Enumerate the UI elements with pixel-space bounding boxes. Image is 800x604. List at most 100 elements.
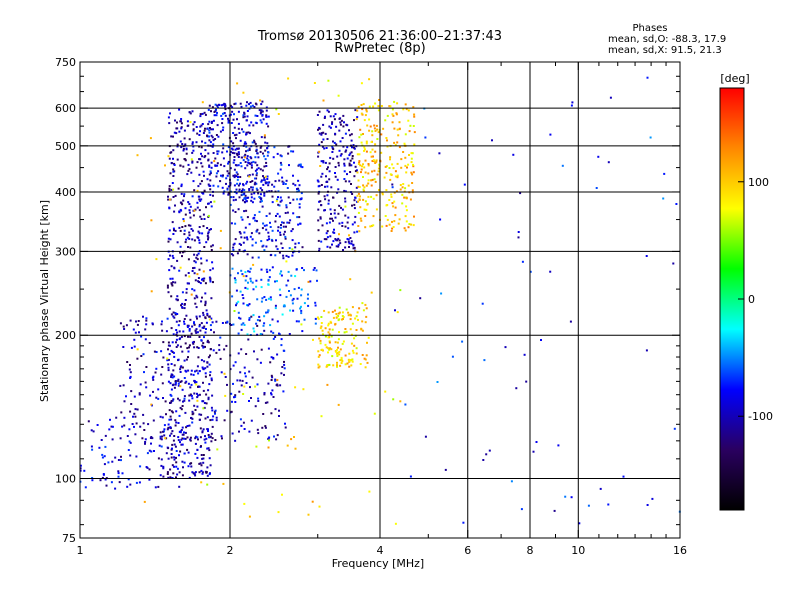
data-point (216, 111, 218, 114)
data-point (330, 335, 333, 338)
data-point (409, 124, 412, 127)
data-point (255, 122, 258, 125)
data-point (364, 159, 367, 162)
data-point (248, 303, 251, 306)
data-point (144, 328, 147, 331)
data-point (313, 82, 316, 84)
data-point (254, 181, 257, 184)
data-point (299, 163, 302, 166)
data-point (180, 365, 183, 368)
data-point (242, 275, 245, 278)
data-point (265, 115, 268, 118)
data-point (382, 127, 385, 130)
data-point (288, 221, 291, 224)
data-point (404, 164, 407, 167)
data-point (217, 170, 220, 173)
data-point (251, 186, 254, 189)
data-point (251, 173, 254, 176)
data-point (243, 192, 246, 195)
data-point (151, 376, 154, 379)
data-point (179, 450, 182, 453)
data-point (204, 113, 207, 116)
data-point (183, 377, 186, 379)
data-point (263, 315, 266, 318)
data-point (293, 436, 295, 438)
data-point (210, 249, 213, 251)
data-point (239, 182, 241, 185)
data-point (354, 165, 357, 168)
data-point (175, 456, 177, 459)
data-point (111, 425, 114, 428)
data-point (181, 474, 184, 477)
data-point (198, 336, 201, 338)
y-tick-label: 600 (55, 102, 76, 115)
data-point (193, 289, 196, 292)
data-point (338, 129, 341, 132)
data-point (279, 294, 282, 297)
data-point (241, 294, 244, 296)
data-point (149, 137, 152, 140)
y-axis-label: Stationary phase Virtual Height [km] (38, 200, 51, 402)
data-point (297, 286, 300, 289)
data-point (210, 134, 213, 137)
data-point (244, 375, 247, 378)
data-point (238, 430, 240, 433)
data-point (364, 321, 367, 324)
data-point (180, 335, 183, 338)
data-point (329, 115, 332, 118)
data-point (258, 210, 261, 213)
data-point (343, 331, 346, 334)
data-point (214, 409, 217, 412)
data-point (512, 153, 515, 156)
data-point (282, 233, 285, 236)
data-point (318, 354, 321, 357)
data-point (104, 478, 107, 481)
data-point (384, 215, 387, 217)
data-point (294, 386, 297, 389)
data-point (350, 164, 353, 167)
data-point (336, 355, 339, 357)
data-point (196, 254, 199, 257)
data-point (176, 313, 179, 315)
data-point (279, 272, 282, 275)
data-point (209, 324, 212, 327)
data-point (235, 188, 238, 191)
data-point (356, 109, 359, 112)
data-point (370, 141, 373, 143)
data-point (237, 352, 240, 355)
data-point (267, 151, 269, 154)
data-point (372, 105, 375, 108)
data-point (336, 348, 338, 351)
data-point (413, 113, 416, 116)
data-point (263, 224, 266, 227)
data-point (246, 253, 249, 256)
data-point (249, 235, 252, 238)
data-point (216, 124, 219, 127)
data-point (396, 162, 399, 165)
data-point (208, 131, 211, 134)
data-point (181, 437, 184, 440)
data-point (167, 348, 169, 351)
data-point (353, 175, 356, 178)
data-point (363, 149, 365, 152)
data-point (364, 148, 366, 151)
data-point (436, 381, 439, 383)
data-point (129, 364, 131, 366)
data-point (271, 195, 274, 198)
data-point (230, 147, 233, 150)
data-point (190, 383, 193, 386)
data-point (338, 311, 341, 314)
data-point (199, 199, 202, 202)
data-point (355, 315, 358, 318)
data-point (250, 157, 253, 160)
data-point (318, 337, 321, 340)
data-point (336, 178, 339, 181)
data-point (411, 152, 414, 155)
chart-title: Tromsø 20130506 21:36:00–21:37:43 (257, 29, 502, 44)
data-point (160, 323, 163, 326)
data-point (357, 225, 360, 227)
data-point (377, 105, 380, 108)
data-point (202, 428, 205, 431)
data-point (385, 171, 388, 174)
data-point (197, 185, 200, 188)
